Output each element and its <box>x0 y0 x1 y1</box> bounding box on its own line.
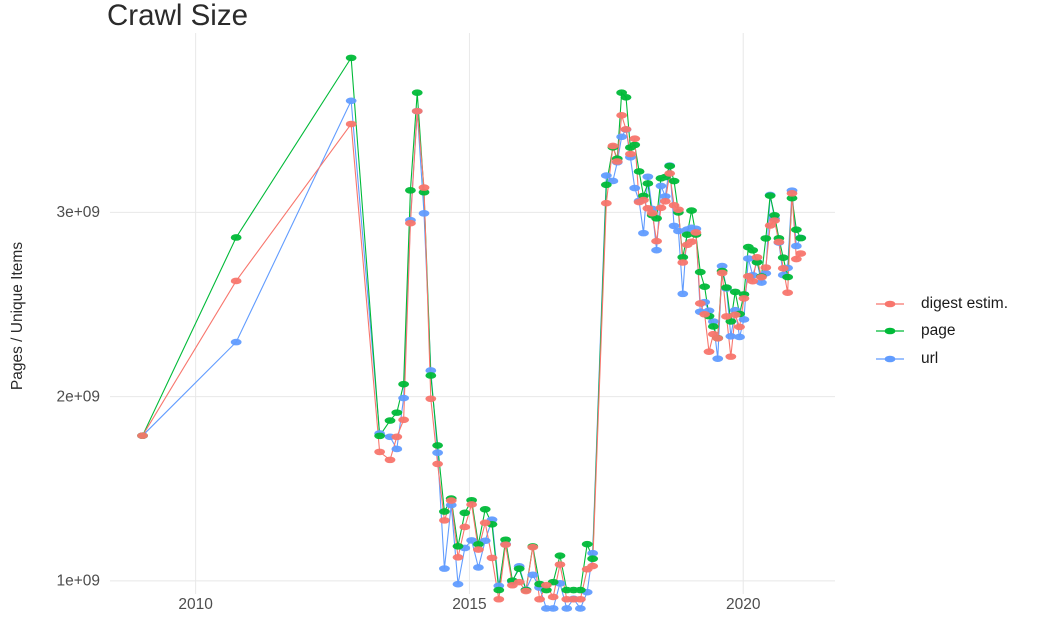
svg-text:2010: 2010 <box>178 596 213 613</box>
svg-text:1e+09: 1e+09 <box>56 573 100 590</box>
svg-text:3e+09: 3e+09 <box>56 204 100 221</box>
svg-text:2015: 2015 <box>452 596 486 613</box>
svg-text:2020: 2020 <box>726 596 761 613</box>
svg-text:2e+09: 2e+09 <box>56 388 100 405</box>
